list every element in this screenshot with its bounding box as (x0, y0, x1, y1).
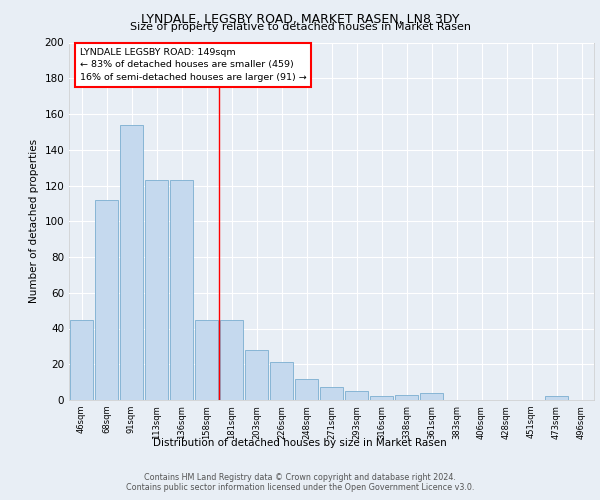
Bar (545, 396, 568, 400)
Bar (295, 378, 318, 400)
Bar (120, 124, 143, 400)
Text: LYNDALE, LEGSBY ROAD, MARKET RASEN, LN8 3DY: LYNDALE, LEGSBY ROAD, MARKET RASEN, LN8 … (141, 12, 459, 26)
Bar (170, 180, 193, 400)
Text: Distribution of detached houses by size in Market Rasen: Distribution of detached houses by size … (153, 438, 447, 448)
Bar (320, 388, 343, 400)
Bar (220, 320, 243, 400)
Text: Contains public sector information licensed under the Open Government Licence v3: Contains public sector information licen… (126, 482, 474, 492)
Bar (95, 200, 118, 400)
Bar (70, 320, 93, 400)
Bar (345, 391, 368, 400)
Bar (370, 396, 393, 400)
Text: Size of property relative to detached houses in Market Rasen: Size of property relative to detached ho… (130, 22, 470, 32)
Bar (420, 393, 443, 400)
Bar (195, 320, 218, 400)
Y-axis label: Number of detached properties: Number of detached properties (29, 139, 39, 304)
Text: LYNDALE LEGSBY ROAD: 149sqm
← 83% of detached houses are smaller (459)
16% of se: LYNDALE LEGSBY ROAD: 149sqm ← 83% of det… (79, 48, 306, 82)
Text: Contains HM Land Registry data © Crown copyright and database right 2024.: Contains HM Land Registry data © Crown c… (144, 472, 456, 482)
Bar (245, 350, 268, 400)
Bar (270, 362, 293, 400)
Bar (145, 180, 168, 400)
Bar (395, 394, 418, 400)
